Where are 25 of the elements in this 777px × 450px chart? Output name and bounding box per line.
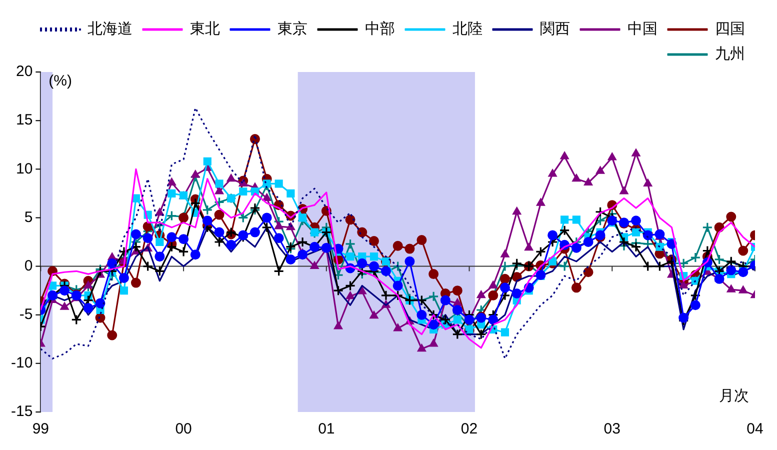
legend-label: 東北 bbox=[190, 20, 220, 38]
x-tick-label: 00 bbox=[175, 420, 192, 438]
y-tick-label: 15 bbox=[16, 112, 33, 129]
legend-label: 中部 bbox=[365, 20, 395, 38]
legend-label: 東京 bbox=[278, 20, 308, 38]
y-tick-label: 10 bbox=[16, 160, 33, 178]
legend-label: 九州 bbox=[715, 46, 745, 63]
legend-label: 北海道 bbox=[88, 20, 132, 38]
y-tick-label: -5 bbox=[19, 306, 33, 323]
x-tick-label: 99 bbox=[32, 420, 50, 438]
x-axis-title: 月次 bbox=[719, 388, 749, 405]
x-tick-label: 01 bbox=[318, 420, 335, 438]
legend-label: 中国 bbox=[628, 20, 658, 38]
legend-label: 関西 bbox=[540, 20, 570, 38]
y-tick-label: -10 bbox=[10, 354, 33, 372]
y-tick-label: -15 bbox=[10, 403, 33, 420]
y-axis-title: (%) bbox=[48, 72, 72, 90]
y-tick-label: 20 bbox=[16, 63, 33, 80]
y-tick-label: 0 bbox=[24, 257, 33, 274]
x-tick-label: 03 bbox=[604, 420, 620, 438]
x-tick-label: 02 bbox=[460, 420, 478, 438]
legend-label: 四国 bbox=[715, 20, 745, 38]
y-tick-label: 5 bbox=[24, 208, 33, 226]
legend-label: 北陸 bbox=[452, 20, 482, 38]
x-tick-label: 04 bbox=[746, 420, 764, 438]
